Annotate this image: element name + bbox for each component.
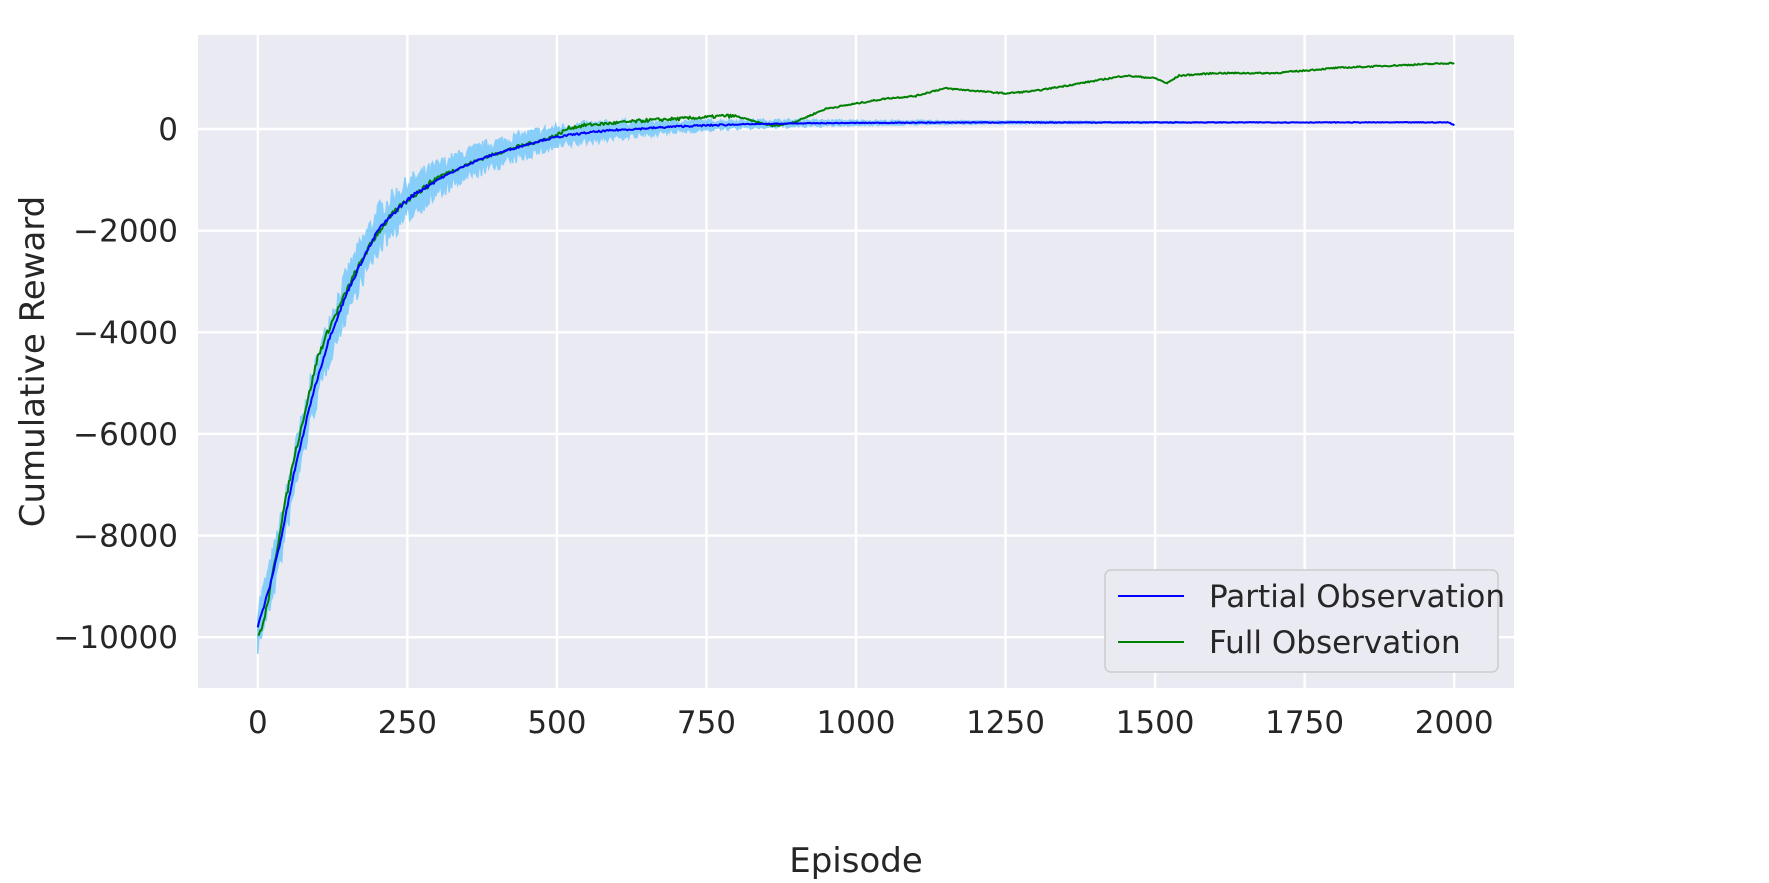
y-tick-label: −8000 — [73, 519, 178, 555]
y-tick-label: −6000 — [73, 417, 178, 453]
y-axis-label: Cumulative Reward — [13, 196, 53, 527]
legend: Partial Observation Full Observation — [1104, 569, 1505, 673]
x-axis-label: Episode — [789, 841, 923, 881]
y-tick-labels: −10000 −8000 −6000 −4000 −2000 0 — [53, 112, 178, 656]
x-tick-label: 1250 — [966, 705, 1045, 741]
x-tick-label: 1750 — [1265, 705, 1344, 741]
y-tick-label: 0 — [158, 112, 178, 148]
partial-observation-line — [256, 121, 1455, 628]
x-tick-labels: 0 250 500 750 1000 1250 1500 1750 2000 — [248, 705, 1494, 741]
x-tick-label: 250 — [378, 705, 437, 741]
legend-label-partial-observation: Partial Observation — [1209, 579, 1505, 615]
legend-label-full-observation: Full Observation — [1209, 625, 1461, 661]
x-tick-label: 2000 — [1415, 705, 1494, 741]
legend-box — [1104, 569, 1499, 673]
series-layer — [256, 61, 1455, 655]
x-tick-label: 0 — [248, 705, 268, 741]
x-tick-label: 1500 — [1116, 705, 1195, 741]
x-tick-label: 1000 — [817, 705, 896, 741]
x-tick-label: 500 — [527, 705, 586, 741]
y-tick-label: −10000 — [53, 620, 178, 656]
y-tick-label: −2000 — [73, 214, 178, 250]
x-tick-label: 750 — [677, 705, 736, 741]
y-tick-label: −4000 — [73, 315, 178, 351]
